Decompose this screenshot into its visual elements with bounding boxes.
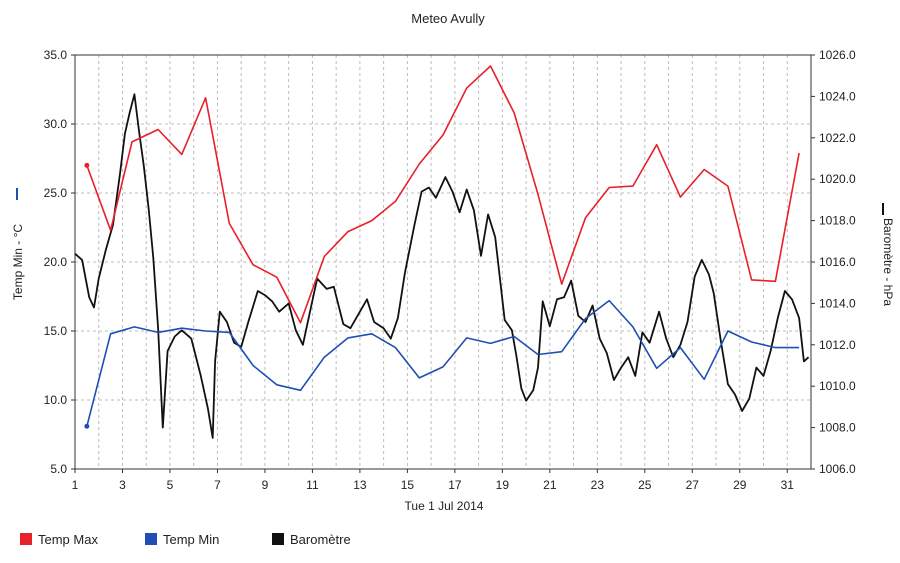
y-right-tick-label: 1018.0 bbox=[819, 214, 856, 228]
x-tick-label: 29 bbox=[733, 478, 747, 492]
y-left-tick-label: 25.0 bbox=[44, 186, 68, 200]
x-tick-label: 17 bbox=[448, 478, 462, 492]
y-right-tick-label: 1010.0 bbox=[819, 379, 856, 393]
x-tick-label: 13 bbox=[353, 478, 367, 492]
chart-title: Meteo Avully bbox=[411, 11, 485, 26]
x-tick-label: 3 bbox=[119, 478, 126, 492]
grid bbox=[75, 55, 811, 469]
legend: Temp Max Temp Min Baromètre bbox=[20, 532, 351, 547]
y-right-tick-label: 1026.0 bbox=[819, 48, 856, 62]
series-line-temp-max bbox=[86, 65, 800, 324]
legend-swatch-temp-min bbox=[145, 533, 157, 545]
y-right-tick-label: 1012.0 bbox=[819, 338, 856, 352]
y-left-tick-label: 35.0 bbox=[44, 48, 68, 62]
series-line-barometre bbox=[74, 93, 810, 439]
x-tick-label: 21 bbox=[543, 478, 557, 492]
x-tick-label: 25 bbox=[638, 478, 652, 492]
y-left-tick-label: 20.0 bbox=[44, 255, 68, 269]
y-left-tick-label: 5.0 bbox=[50, 462, 67, 476]
y-right-tick-label: 1022.0 bbox=[819, 131, 856, 145]
x-tick-label: 7 bbox=[214, 478, 221, 492]
x-tick-label: 15 bbox=[401, 478, 415, 492]
series-start-point-temp-max bbox=[84, 162, 90, 168]
series-line-temp-min bbox=[86, 299, 800, 427]
series-layer bbox=[74, 65, 810, 439]
legend-label-temp-min: Temp Min bbox=[163, 532, 219, 547]
y-left-tick-label: 15.0 bbox=[44, 324, 68, 338]
left-axis-label: Temp Min - °C bbox=[11, 224, 25, 300]
x-tick-label: 1 bbox=[72, 478, 79, 492]
legend-label-temp-max: Temp Max bbox=[38, 532, 98, 547]
x-tick-label: 31 bbox=[781, 478, 795, 492]
x-tick-label: 19 bbox=[496, 478, 510, 492]
legend-label-barometre: Baromètre bbox=[290, 532, 351, 547]
x-tick-label: 27 bbox=[686, 478, 700, 492]
y-right-tick-label: 1014.0 bbox=[819, 296, 856, 310]
x-tick-label: 5 bbox=[167, 478, 174, 492]
y-right-tick-label: 1006.0 bbox=[819, 462, 856, 476]
y-left-tick-label: 30.0 bbox=[44, 117, 68, 131]
y-right-tick-label: 1008.0 bbox=[819, 421, 856, 435]
legend-swatch-barometre bbox=[272, 533, 284, 545]
legend-background bbox=[0, 518, 900, 563]
ticks-layer: 1 3 5 7 9 11 13 15 17 19 21 23 25 27 29 315.010.015.020… bbox=[44, 48, 856, 492]
series-start-point-temp-min bbox=[84, 423, 90, 429]
x-axis-label: Tue 1 Jul 2014 bbox=[405, 499, 484, 513]
x-tick-label: 11 bbox=[306, 478, 319, 492]
x-tick-label: 23 bbox=[591, 478, 605, 492]
right-axis-label: Baromètre - hPa bbox=[881, 218, 895, 306]
y-right-tick-label: 1020.0 bbox=[819, 172, 856, 186]
x-tick-label: 9 bbox=[262, 478, 269, 492]
y-right-tick-label: 1024.0 bbox=[819, 89, 856, 103]
y-left-tick-label: 10.0 bbox=[44, 393, 68, 407]
legend-swatch-temp-max bbox=[20, 533, 32, 545]
y-right-tick-label: 1016.0 bbox=[819, 255, 856, 269]
